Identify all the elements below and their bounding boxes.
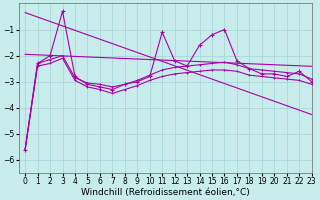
X-axis label: Windchill (Refroidissement éolien,°C): Windchill (Refroidissement éolien,°C) [81,188,250,197]
